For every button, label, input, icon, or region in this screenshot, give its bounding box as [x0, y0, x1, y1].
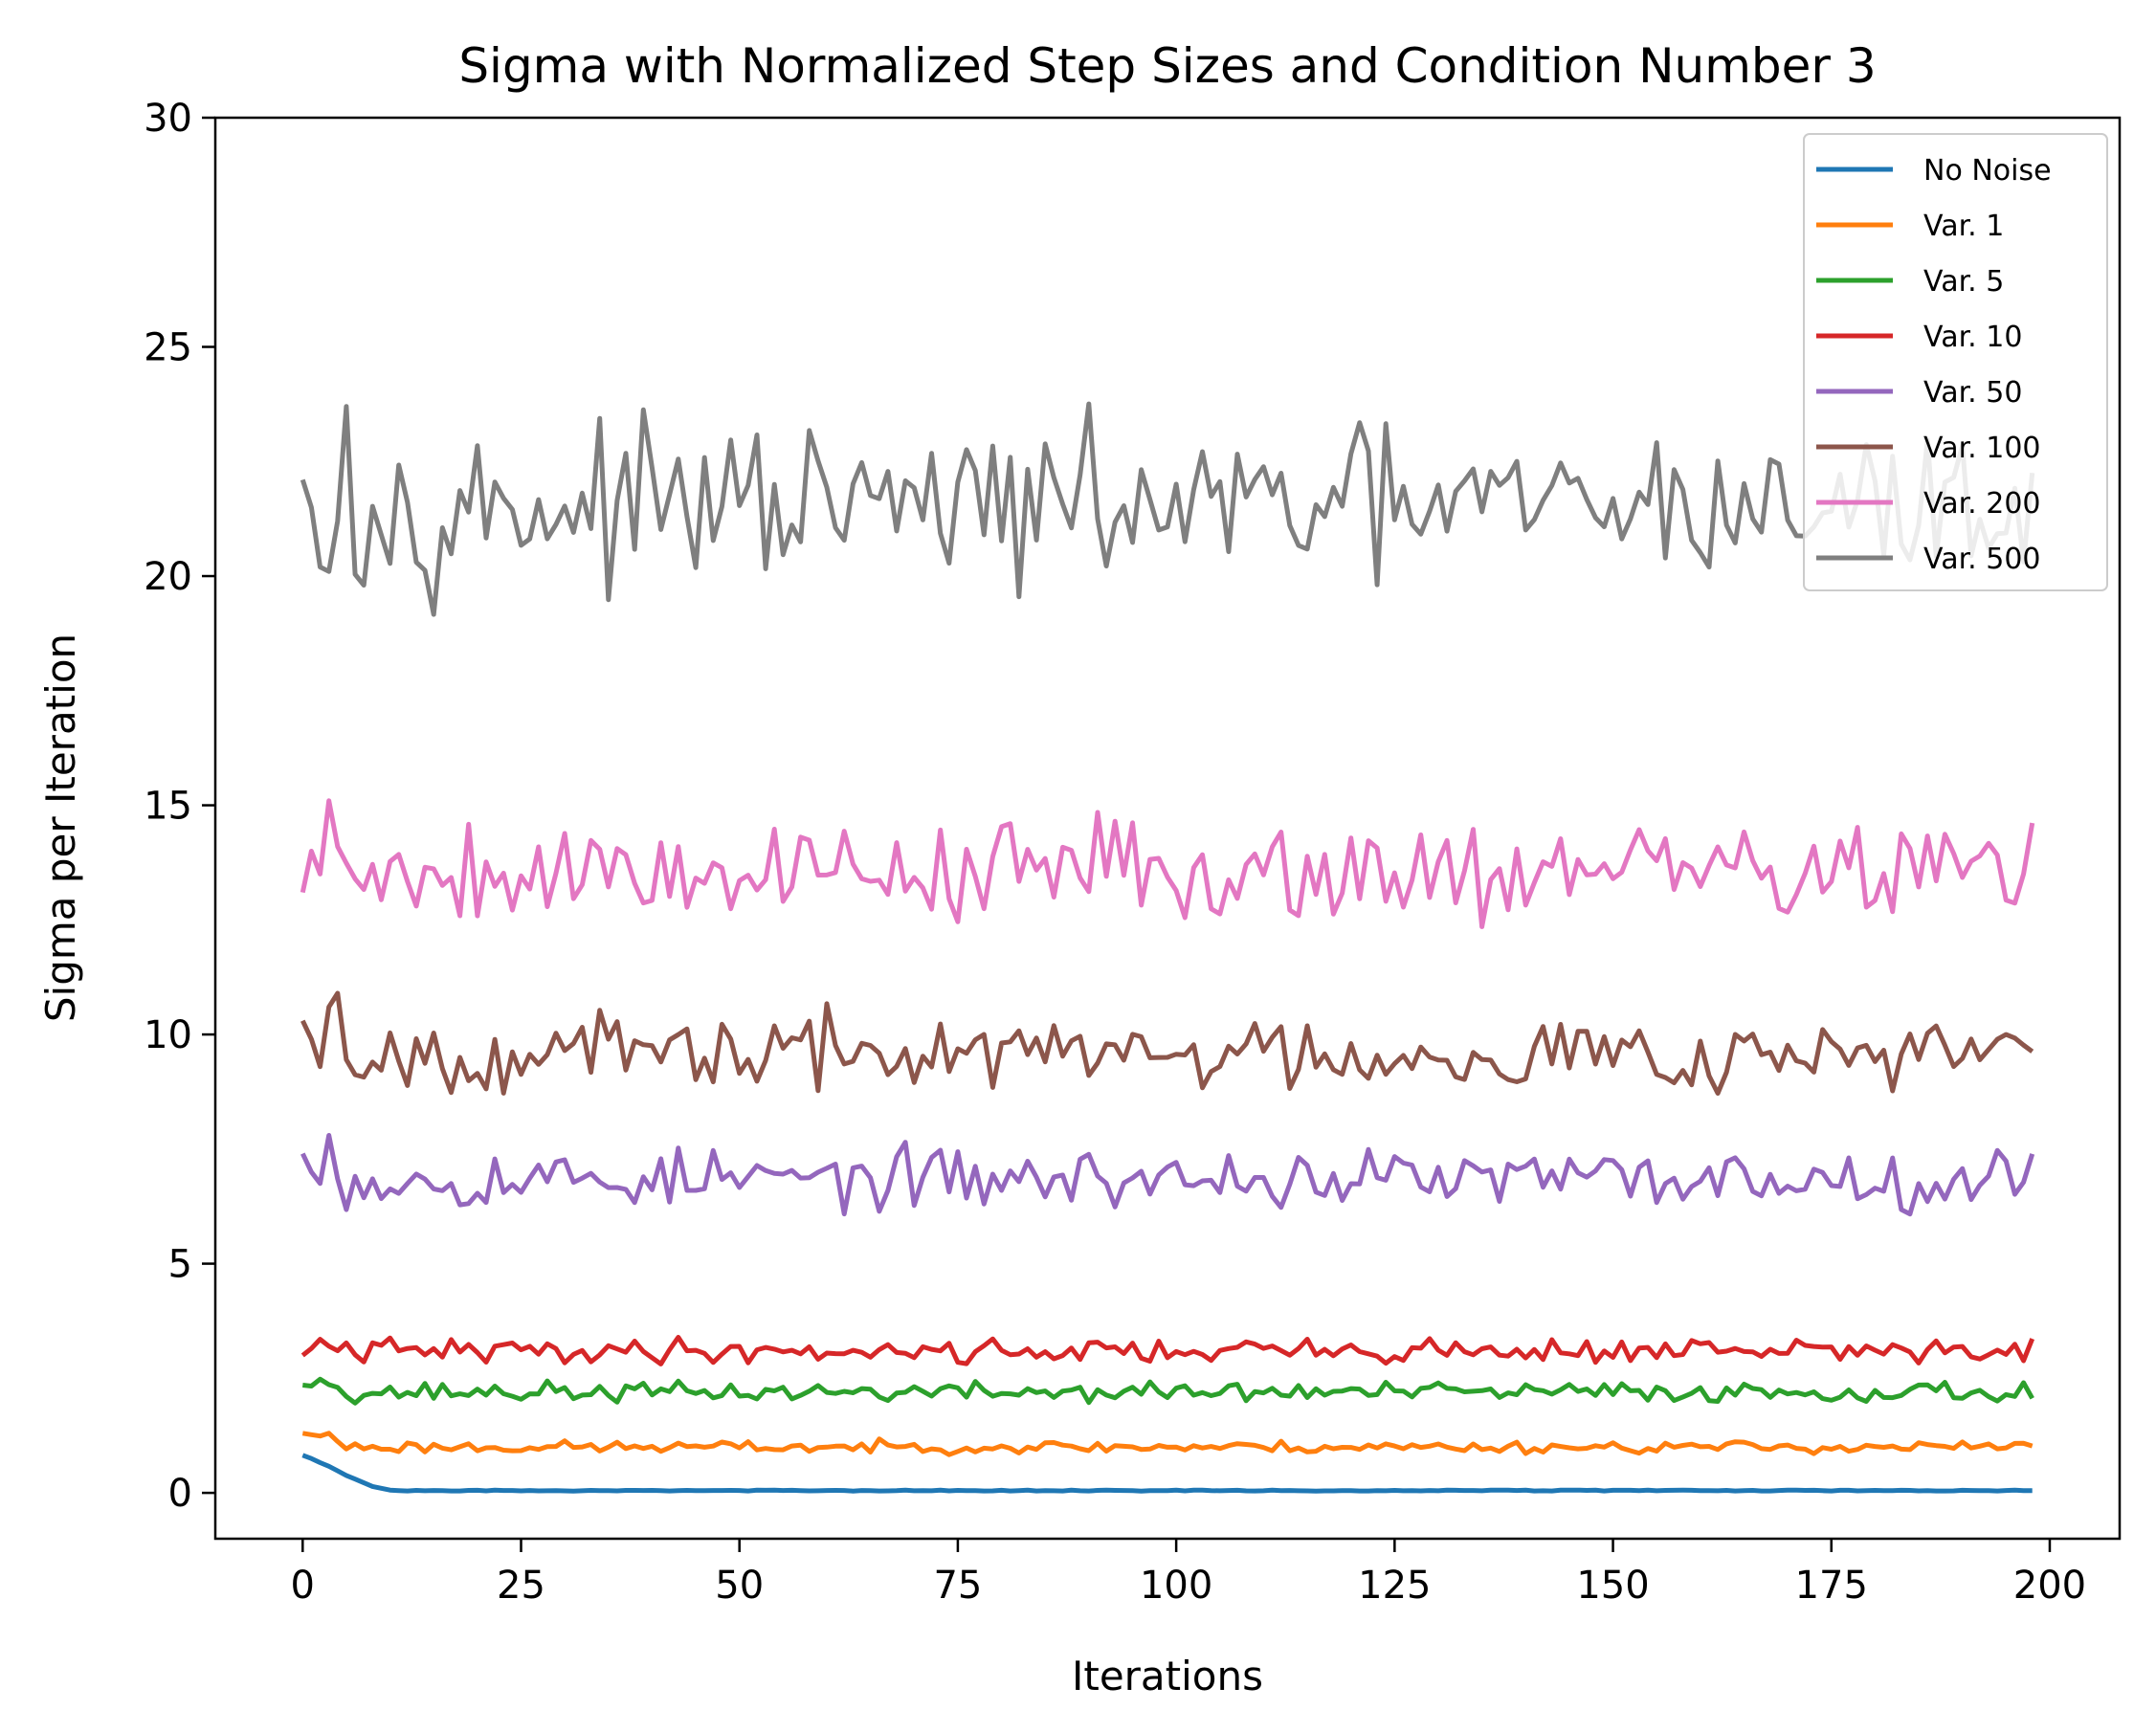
legend-items: No Noise Var. 1 Var. 5 Var. 10 Var. 50 Var. 1…: [1816, 154, 2052, 576]
y-tick-label: 15: [144, 785, 192, 829]
x-tick-label: 25: [497, 1564, 545, 1608]
y-tick-label: 0: [168, 1472, 192, 1516]
series-line-5: [300, 1133, 2035, 1217]
y-tick-label: 30: [144, 97, 192, 141]
legend-box: [1803, 133, 2108, 591]
legend-label: Var. 500: [1923, 543, 2041, 576]
x-tick-label: 100: [1140, 1564, 1212, 1608]
series-line-3: [302, 1376, 2034, 1406]
series-line-6: [300, 990, 2034, 1096]
chart-title: Sigma with Normalized Step Sizes and Con…: [458, 38, 1876, 94]
plot-area-frame: [213, 116, 2122, 1541]
legend-label: Var. 100: [1923, 432, 2041, 465]
series-line-4: [300, 1335, 2035, 1366]
legend-label: No Noise: [1923, 154, 2052, 188]
x-axis-label: Iterations: [1072, 1653, 1263, 1699]
series-line-1: [301, 1453, 2033, 1494]
y-tick-label: 25: [144, 326, 192, 370]
y-tick-label: 5: [168, 1243, 192, 1287]
legend-label: Var. 10: [1923, 321, 2022, 354]
x-tick-label: 200: [2013, 1564, 2086, 1608]
x-tick-label: 150: [1576, 1564, 1649, 1608]
x-tick-label: 75: [933, 1564, 982, 1608]
legend: No Noise Var. 1 Var. 5 Var. 10 Var. 50 Var. 1…: [1803, 133, 2108, 591]
x-tick-label: 0: [291, 1564, 315, 1608]
y-tick-label: 20: [144, 555, 192, 599]
y-axis-label: Sigma per Iteration: [37, 633, 84, 1022]
x-tick-label: 125: [1358, 1564, 1431, 1608]
y-axis-ticks: 0 5 10 15 20 25 30: [144, 97, 215, 1516]
series-line-2: [301, 1431, 2034, 1457]
y-tick-label: 10: [144, 1013, 192, 1057]
legend-label: Var. 50: [1923, 376, 2022, 410]
x-tick-label: 50: [715, 1564, 764, 1608]
x-axis-ticks: 0 25 50 75 100 125 150 175 200: [291, 1539, 2086, 1608]
legend-label: Var. 5: [1923, 265, 2004, 299]
legend-label: Var. 200: [1923, 487, 2041, 521]
series-line-7: [300, 798, 2035, 929]
series-line-8: [300, 401, 2035, 617]
series-layer: [300, 401, 2035, 1494]
x-tick-label: 175: [1795, 1564, 1868, 1608]
legend-label: Var. 1: [1923, 210, 2004, 243]
